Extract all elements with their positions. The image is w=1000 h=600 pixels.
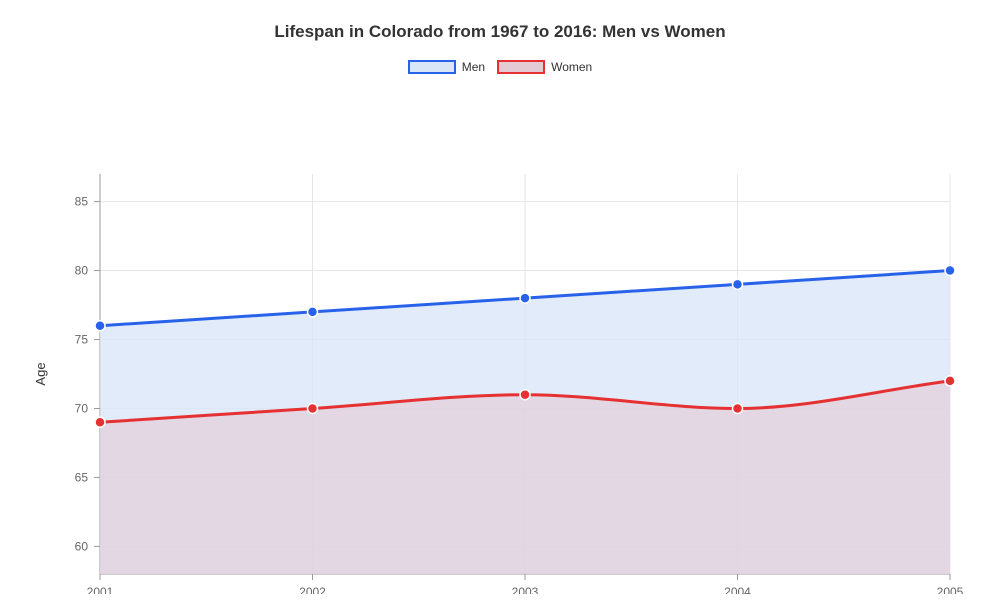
svg-text:75: 75: [75, 333, 89, 347]
legend-item-men[interactable]: Men: [408, 60, 485, 74]
legend-item-women[interactable]: Women: [497, 60, 592, 74]
svg-text:70: 70: [75, 401, 89, 415]
legend-label: Women: [551, 60, 592, 74]
svg-text:2002: 2002: [299, 585, 326, 594]
chart-title: Lifespan in Colorado from 1967 to 2016: …: [0, 0, 1000, 42]
chart-container: Lifespan in Colorado from 1967 to 2016: …: [0, 0, 1000, 600]
legend-swatch-women: [497, 60, 545, 74]
legend: Men Women: [0, 60, 1000, 74]
legend-label: Men: [462, 60, 485, 74]
legend-swatch-men: [408, 60, 456, 74]
svg-text:65: 65: [75, 470, 89, 484]
svg-text:60: 60: [75, 539, 89, 553]
svg-text:85: 85: [75, 195, 89, 209]
svg-text:2005: 2005: [937, 585, 964, 594]
svg-text:80: 80: [75, 264, 89, 278]
svg-text:2001: 2001: [87, 585, 114, 594]
svg-text:2003: 2003: [512, 585, 539, 594]
svg-text:2004: 2004: [724, 585, 751, 594]
svg-text:Age: Age: [33, 362, 48, 385]
chart-svg: 20012002200320042005606570758085AgeYear: [0, 74, 1000, 594]
